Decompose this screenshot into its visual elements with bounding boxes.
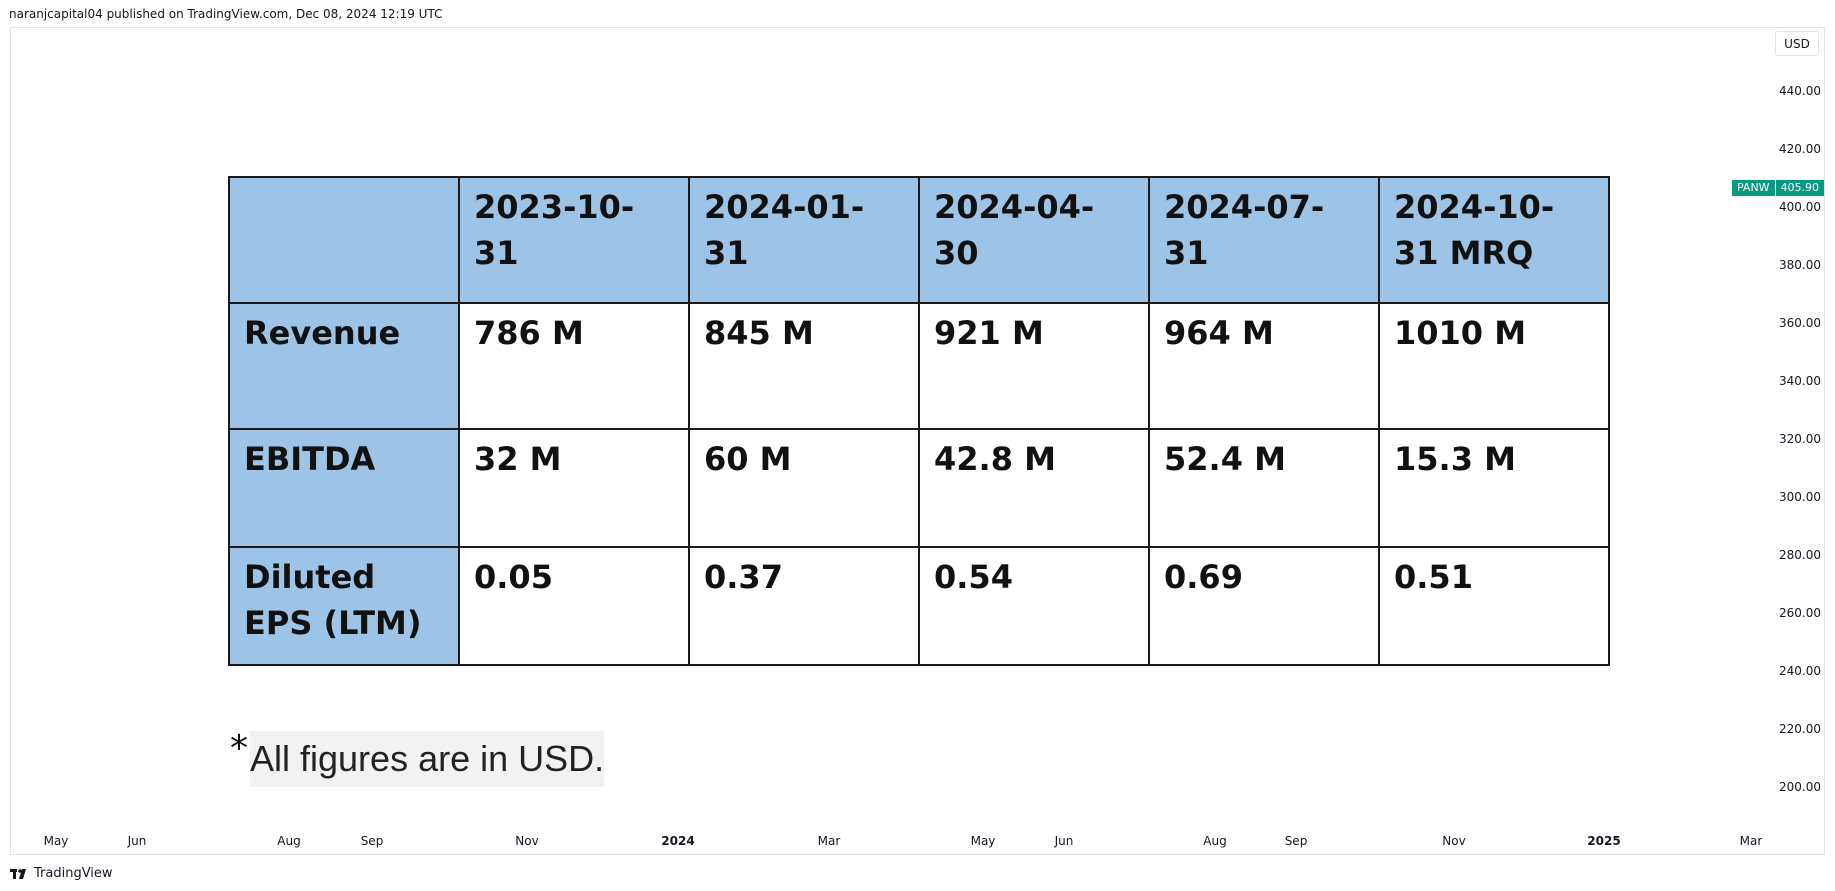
table-cell: 786 M	[458, 302, 690, 430]
time-tick: Nov	[515, 834, 539, 848]
price-scale[interactable]: 440.00 420.00 400.00 380.00 360.00 340.0…	[1765, 60, 1825, 820]
time-tick: Mar	[817, 834, 841, 848]
table-cell: 32 M	[458, 428, 690, 548]
time-tick: 2024	[661, 834, 695, 848]
tradingview-logo-icon	[10, 868, 26, 879]
tradingview-brand-text: TradingView	[34, 866, 113, 881]
table-cell: 0.69	[1148, 546, 1380, 666]
table-cell: 964 M	[1148, 302, 1380, 430]
table-row-diluted-eps: Diluted EPS (LTM) 0.05 0.37 0.54 0.69 0.…	[228, 546, 1610, 666]
price-tick: 380.00	[1779, 258, 1821, 272]
time-tick: Jun	[127, 834, 147, 848]
table-header-row: 2023-10-31 2024-01-31 2024-04-30 2024-07…	[228, 176, 1610, 304]
table-cell: 845 M	[688, 302, 920, 430]
row-label: Revenue	[228, 302, 460, 430]
attribution-text: naranjcapital04 published on TradingView…	[9, 7, 443, 21]
time-tick: 2025	[1587, 834, 1621, 848]
row-label: Diluted EPS (LTM)	[228, 546, 460, 666]
price-tick: 260.00	[1779, 606, 1821, 620]
table-cell: 52.4 M	[1148, 428, 1380, 548]
price-tick: 360.00	[1779, 316, 1821, 330]
currency-button[interactable]: USD	[1775, 31, 1819, 56]
symbol-name: PANW	[1732, 180, 1775, 196]
table-cell: 0.37	[688, 546, 920, 666]
table-cell: 0.05	[458, 546, 690, 666]
footnote-text: All figures are in USD.	[250, 731, 605, 787]
table-cell: 921 M	[918, 302, 1150, 430]
price-tick: 220.00	[1779, 722, 1821, 736]
price-tick: 240.00	[1779, 664, 1821, 678]
table-header-cell: 2024-01-31	[688, 176, 920, 304]
footnote-asterisk: *	[230, 728, 248, 769]
price-tick: 440.00	[1779, 84, 1821, 98]
table-cell: 0.51	[1378, 546, 1610, 666]
table-cell: 15.3 M	[1378, 428, 1610, 548]
table-header-cell: 2024-07-31	[1148, 176, 1380, 304]
table-header-cell: 2024-10-31 MRQ	[1378, 176, 1610, 304]
time-tick: Sep	[1284, 834, 1308, 848]
financials-table: 2023-10-31 2024-01-31 2024-04-30 2024-07…	[228, 176, 1610, 666]
time-tick: Aug	[1203, 834, 1227, 848]
time-tick: Aug	[277, 834, 301, 848]
price-tick: 200.00	[1779, 780, 1821, 794]
table-header-cell	[228, 176, 460, 304]
footnote: * All figures are in USD.	[230, 728, 605, 787]
price-tick: 300.00	[1779, 490, 1821, 504]
table-row-ebitda: EBITDA 32 M 60 M 42.8 M 52.4 M 15.3 M	[228, 428, 1610, 548]
time-tick: Jun	[1054, 834, 1074, 848]
price-tick: 420.00	[1779, 142, 1821, 156]
time-axis[interactable]: May Jun Aug Sep Nov 2024 Mar May Jun Aug…	[10, 832, 1765, 850]
symbol-price-label: PANW 405.90	[1732, 180, 1825, 196]
symbol-last-price: 405.90	[1775, 180, 1825, 196]
price-tick: 340.00	[1779, 374, 1821, 388]
table-header-cell: 2023-10-31	[458, 176, 690, 304]
price-tick: 320.00	[1779, 432, 1821, 446]
price-tick: 400.00	[1779, 200, 1821, 214]
table-row-revenue: Revenue 786 M 845 M 921 M 964 M 1010 M	[228, 302, 1610, 430]
table-cell: 60 M	[688, 428, 920, 548]
time-tick: May	[43, 834, 69, 848]
time-tick: Mar	[1739, 834, 1763, 848]
table-header-cell: 2024-04-30	[918, 176, 1150, 304]
time-tick: Sep	[360, 834, 384, 848]
table-cell: 1010 M	[1378, 302, 1610, 430]
time-tick: Nov	[1442, 834, 1466, 848]
table-cell: 42.8 M	[918, 428, 1150, 548]
tradingview-logo[interactable]: TradingView	[10, 866, 113, 881]
time-tick: May	[970, 834, 996, 848]
chart-pane[interactable]	[10, 27, 1825, 855]
price-tick: 280.00	[1779, 548, 1821, 562]
table-cell: 0.54	[918, 546, 1150, 666]
row-label: EBITDA	[228, 428, 460, 548]
